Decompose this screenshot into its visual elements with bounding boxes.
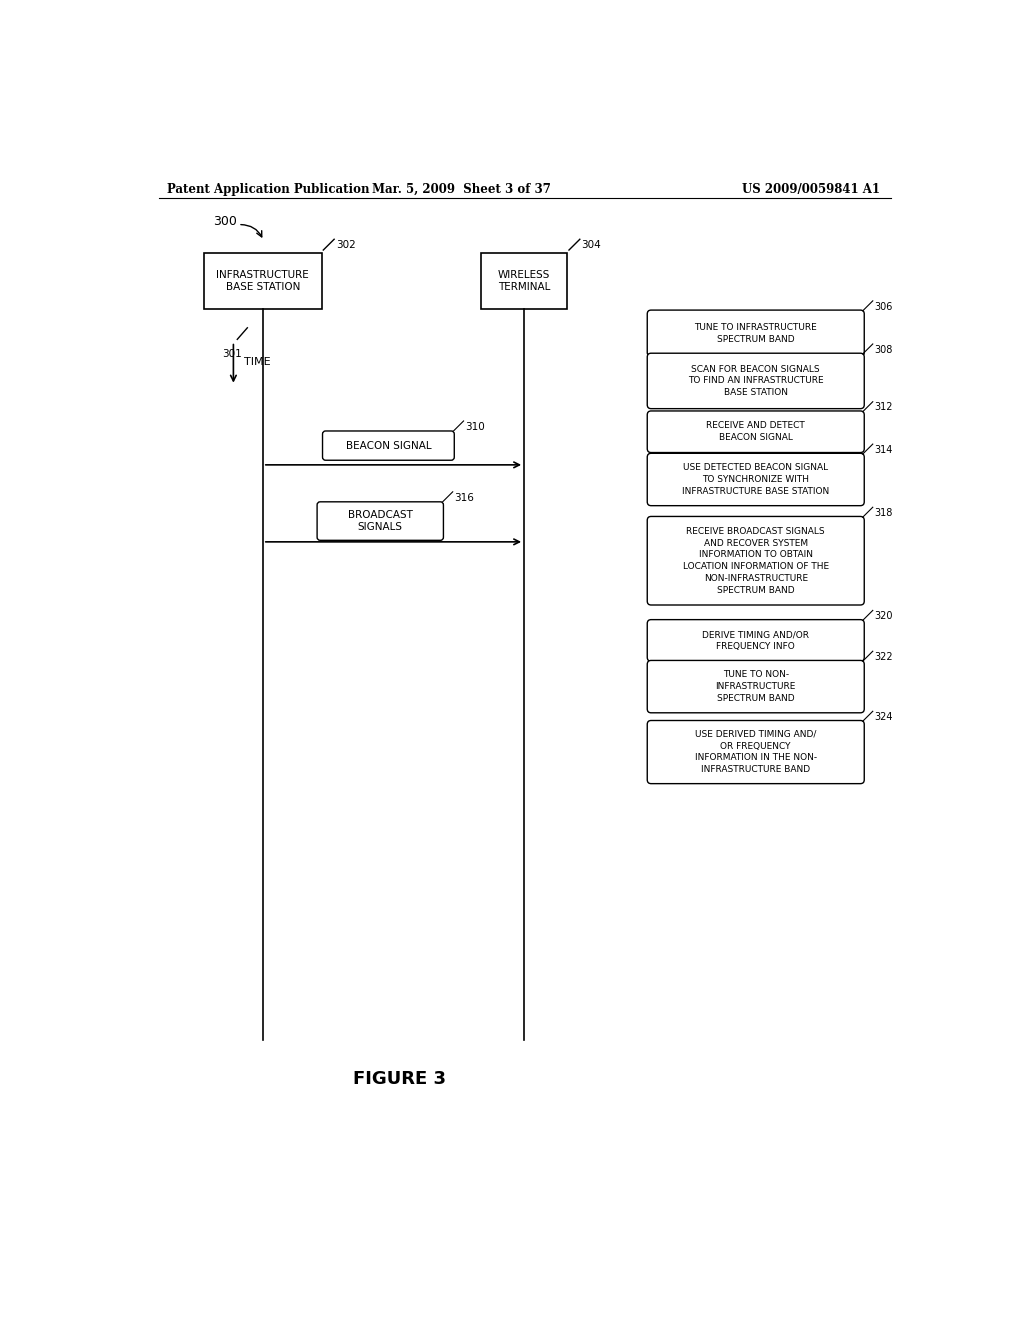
Text: 324: 324 [874, 711, 893, 722]
Text: 310: 310 [465, 422, 485, 432]
Text: 322: 322 [874, 652, 893, 661]
Text: 318: 318 [874, 508, 893, 517]
Text: 312: 312 [874, 403, 893, 412]
FancyBboxPatch shape [204, 253, 322, 309]
FancyBboxPatch shape [480, 253, 567, 309]
Text: USE DETECTED BEACON SIGNAL
TO SYNCHRONIZE WITH
INFRASTRUCTURE BASE STATION: USE DETECTED BEACON SIGNAL TO SYNCHRONIZ… [682, 463, 829, 496]
Text: Patent Application Publication: Patent Application Publication [167, 183, 370, 197]
FancyBboxPatch shape [647, 721, 864, 784]
FancyBboxPatch shape [323, 430, 455, 461]
Text: DERIVE TIMING AND/OR
FREQUENCY INFO: DERIVE TIMING AND/OR FREQUENCY INFO [702, 630, 809, 651]
Text: Mar. 5, 2009  Sheet 3 of 37: Mar. 5, 2009 Sheet 3 of 37 [372, 183, 551, 197]
Text: FIGURE 3: FIGURE 3 [352, 1069, 445, 1088]
FancyBboxPatch shape [647, 411, 864, 453]
Text: 301: 301 [222, 350, 243, 359]
Text: WIRELESS
TERMINAL: WIRELESS TERMINAL [498, 271, 550, 292]
Text: TIME: TIME [245, 358, 271, 367]
Text: US 2009/0059841 A1: US 2009/0059841 A1 [741, 183, 880, 197]
Text: 302: 302 [336, 240, 355, 249]
FancyBboxPatch shape [647, 310, 864, 356]
Text: 308: 308 [874, 345, 893, 355]
Text: 316: 316 [455, 492, 474, 503]
FancyBboxPatch shape [647, 453, 864, 506]
Text: RECEIVE AND DETECT
BEACON SIGNAL: RECEIVE AND DETECT BEACON SIGNAL [707, 421, 805, 442]
Text: USE DERIVED TIMING AND/
OR FREQUENCY
INFORMATION IN THE NON-
INFRASTRUCTURE BAND: USE DERIVED TIMING AND/ OR FREQUENCY INF… [694, 730, 817, 775]
FancyBboxPatch shape [647, 660, 864, 713]
FancyBboxPatch shape [647, 516, 864, 605]
Text: 320: 320 [874, 611, 893, 622]
FancyBboxPatch shape [647, 354, 864, 409]
Text: 304: 304 [582, 240, 601, 249]
Text: 306: 306 [874, 302, 893, 312]
Text: SCAN FOR BEACON SIGNALS
TO FIND AN INFRASTRUCTURE
BASE STATION: SCAN FOR BEACON SIGNALS TO FIND AN INFRA… [688, 364, 823, 397]
Text: TUNE TO NON-
INFRASTRUCTURE
SPECTRUM BAND: TUNE TO NON- INFRASTRUCTURE SPECTRUM BAN… [716, 671, 796, 704]
Text: BROADCAST
SIGNALS: BROADCAST SIGNALS [348, 511, 413, 532]
Text: 300: 300 [213, 215, 238, 228]
Text: BEACON SIGNAL: BEACON SIGNAL [345, 441, 431, 450]
Text: 314: 314 [874, 445, 893, 455]
Text: TUNE TO INFRASTRUCTURE
SPECTRUM BAND: TUNE TO INFRASTRUCTURE SPECTRUM BAND [694, 323, 817, 343]
Text: INFRASTRUCTURE
BASE STATION: INFRASTRUCTURE BASE STATION [216, 271, 309, 292]
FancyBboxPatch shape [317, 502, 443, 540]
Text: RECEIVE BROADCAST SIGNALS
AND RECOVER SYSTEM
INFORMATION TO OBTAIN
LOCATION INFO: RECEIVE BROADCAST SIGNALS AND RECOVER SY… [683, 527, 828, 595]
FancyBboxPatch shape [647, 619, 864, 661]
